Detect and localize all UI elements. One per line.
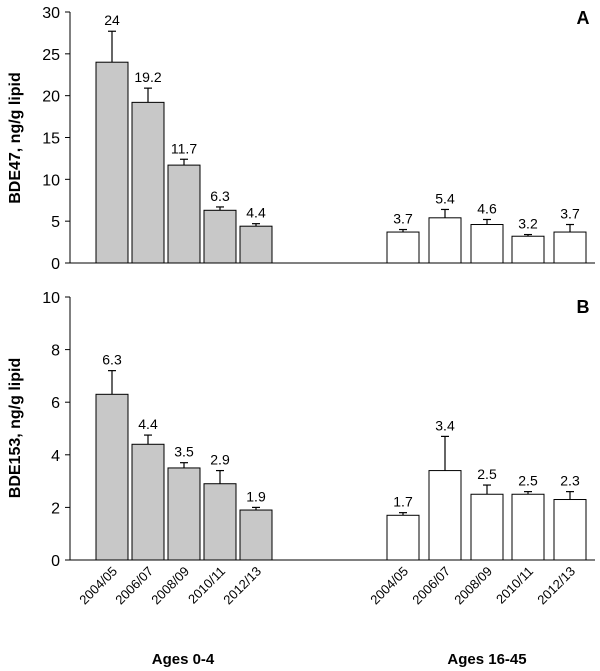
y-tick-label: 10 <box>42 172 60 189</box>
x-tick-label: 2012/13 <box>534 564 578 608</box>
bar <box>167 164 201 264</box>
data-label: 1.7 <box>393 494 413 510</box>
data-label: 3.7 <box>393 211 413 227</box>
x-tick-label: 2008/09 <box>451 564 495 608</box>
data-label: 6.3 <box>210 188 230 204</box>
bar <box>203 483 237 561</box>
bar <box>131 101 165 264</box>
y-tick-label: 25 <box>42 47 60 64</box>
y-tick-label: 10 <box>42 290 60 307</box>
x-tick-label: 2004/05 <box>76 564 120 608</box>
bar <box>511 235 545 264</box>
y-tick-label: 30 <box>42 5 60 22</box>
bar <box>95 61 129 264</box>
ylabel-b: BDE153, ng/g lipid <box>7 358 24 498</box>
y-tick-label: 20 <box>42 89 60 106</box>
x-tick-label: 2010/11 <box>185 564 228 607</box>
data-label: 5.4 <box>435 190 455 206</box>
data-label: 2.5 <box>518 473 538 489</box>
x-tick-label: 2004/05 <box>367 564 411 608</box>
data-label: 19.2 <box>134 69 161 85</box>
bar <box>203 209 237 264</box>
data-label: 3.7 <box>560 206 580 222</box>
bar <box>167 467 201 561</box>
data-label: 1.9 <box>246 488 266 504</box>
bar <box>470 224 504 264</box>
bar <box>428 470 462 561</box>
data-label: 4.4 <box>246 205 266 221</box>
x-tick-label: 2012/13 <box>220 564 264 608</box>
panel-label-b: B <box>577 297 590 317</box>
data-label: 24 <box>104 12 120 28</box>
y-tick-label: 8 <box>51 343 60 360</box>
y-tick-label: 4 <box>51 448 60 465</box>
y-tick-label: 15 <box>42 131 60 148</box>
bar <box>386 231 420 264</box>
y-tick-label: 0 <box>51 256 60 273</box>
bar <box>239 509 273 561</box>
bar <box>553 231 587 264</box>
data-label: 3.4 <box>435 417 455 433</box>
data-label: 3.2 <box>518 216 538 232</box>
data-label: 2.5 <box>477 466 497 482</box>
data-label: 6.3 <box>102 352 122 368</box>
ylabel-a: BDE47, ng/g lipid <box>7 72 24 204</box>
y-tick-label: 6 <box>51 395 60 412</box>
data-label: 3.5 <box>174 444 194 460</box>
group-label-0: Ages 0-4 <box>152 651 215 668</box>
bar <box>386 514 420 561</box>
group-label-1: Ages 16-45 <box>447 651 526 668</box>
data-label: 4.6 <box>477 200 497 216</box>
bar <box>239 225 273 264</box>
x-tick-label: 2010/11 <box>493 564 536 607</box>
x-tick-label: 2008/09 <box>148 564 192 608</box>
bar <box>95 393 129 561</box>
bar <box>470 493 504 561</box>
x-tick-label: 2006/07 <box>112 564 156 608</box>
data-label: 2.3 <box>560 473 580 489</box>
data-label: 2.9 <box>210 452 230 468</box>
y-tick-label: 0 <box>51 553 60 570</box>
panel-label-a: A <box>577 8 590 28</box>
bar <box>131 443 165 561</box>
bar <box>553 499 587 561</box>
data-label: 4.4 <box>138 416 158 432</box>
x-tick-label: 2006/07 <box>409 564 453 608</box>
data-label: 11.7 <box>171 140 197 156</box>
y-tick-label: 2 <box>51 500 60 517</box>
y-tick-label: 5 <box>51 214 60 231</box>
bar <box>428 217 462 264</box>
bar <box>511 493 545 561</box>
